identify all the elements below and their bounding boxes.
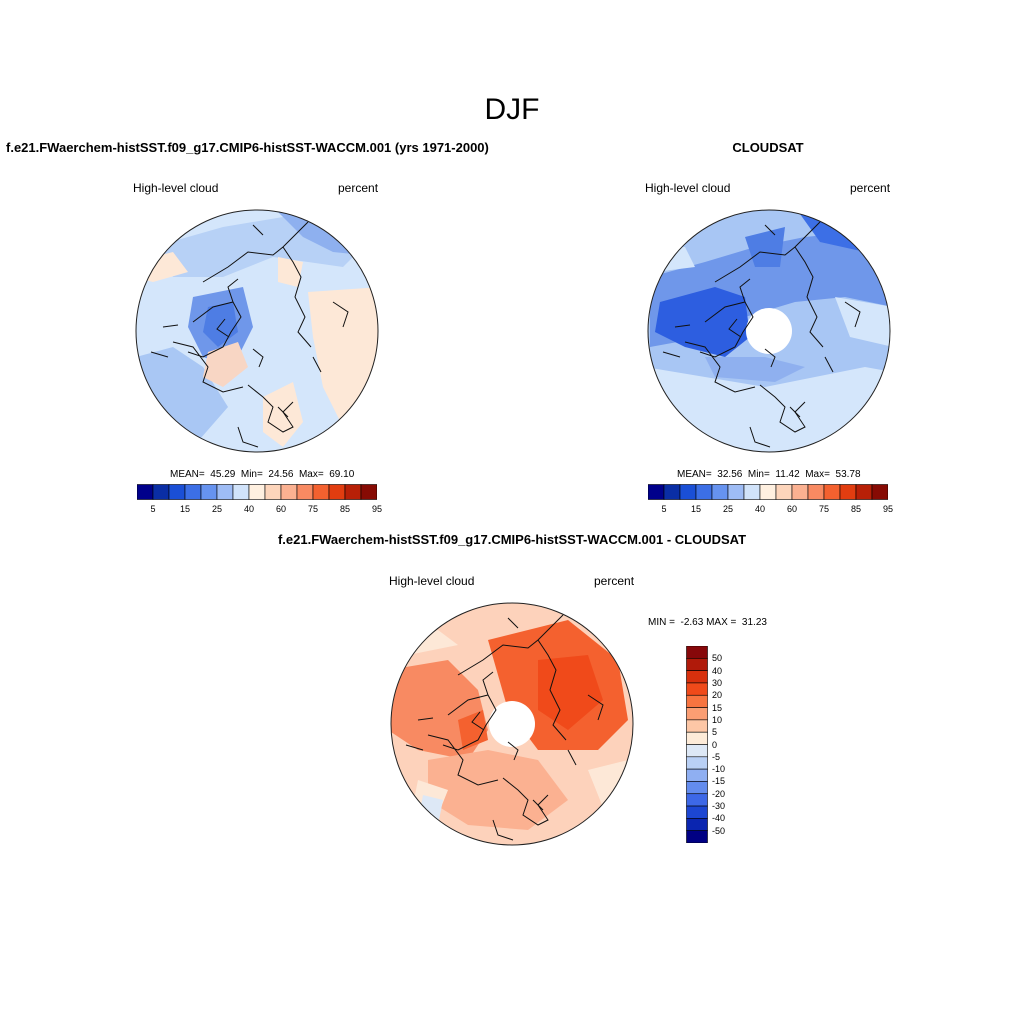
colorbar-swatch xyxy=(791,484,809,500)
colorbar-tick-label: 75 xyxy=(818,504,829,514)
colorbar-tick-label: -15 xyxy=(712,776,726,787)
colorbar-swatch xyxy=(686,805,708,819)
colorbar-swatch xyxy=(743,484,761,500)
panel3-title: f.e21.FWaerchem-histSST.f09_g17.CMIP6-hi… xyxy=(277,532,747,547)
panel1-map xyxy=(133,207,381,455)
colorbar-tick-label: 40 xyxy=(243,504,254,514)
colorbar-swatch xyxy=(312,484,330,500)
figure-title: DJF xyxy=(484,93,540,126)
colorbar-swatch xyxy=(823,484,841,500)
colorbar-swatch xyxy=(686,818,708,831)
panel2-colorbar xyxy=(648,484,888,500)
colorbar-swatch xyxy=(686,694,708,708)
colorbar-swatch xyxy=(686,781,708,795)
colorbar-swatch xyxy=(200,484,218,500)
colorbar-tick-label: -10 xyxy=(712,764,726,775)
colorbar-swatch xyxy=(648,484,665,500)
colorbar-swatch xyxy=(686,646,708,659)
panel1-units-label: percent xyxy=(338,181,379,195)
colorbar-swatch xyxy=(137,484,154,500)
colorbar-swatch xyxy=(686,756,708,770)
colorbar-tick-label: 5 xyxy=(661,504,667,514)
colorbar-tick-label: 25 xyxy=(722,504,733,514)
colorbar-swatch xyxy=(727,484,745,500)
colorbar-swatch xyxy=(232,484,250,500)
panel2-map xyxy=(645,207,893,455)
colorbar-tick-label: 95 xyxy=(371,504,382,514)
colorbar-swatch xyxy=(216,484,234,500)
colorbar-swatch xyxy=(711,484,729,500)
colorbar-tick-label: 60 xyxy=(786,504,797,514)
colorbar-swatch xyxy=(686,670,708,684)
panel1-stats: MEAN= 45.29 Min= 24.56 Max= 69.10 xyxy=(170,469,355,480)
panel3-colorbar-labels: 50 40 30 20 15 10 5 0 -5 -10 -15 -20 -30 -40 -50 xyxy=(712,646,752,843)
colorbar-swatch xyxy=(686,793,708,807)
colorbar-swatch xyxy=(663,484,681,500)
colorbar-tick-label: 40 xyxy=(712,665,723,676)
colorbar-swatch xyxy=(686,768,708,782)
colorbar-tick-label: 15 xyxy=(690,504,701,514)
panel1-colorbar-labels: 5 15 25 40 60 75 85 95 xyxy=(137,504,382,516)
panel2-units-label: percent xyxy=(850,181,891,195)
colorbar-swatch xyxy=(759,484,777,500)
colorbar-swatch xyxy=(280,484,298,500)
colorbar-swatch xyxy=(686,658,708,671)
colorbar-tick-label: -20 xyxy=(712,788,726,799)
colorbar-tick-label: 95 xyxy=(882,504,893,514)
colorbar-tick-label: -30 xyxy=(712,801,726,812)
colorbar-tick-label: -50 xyxy=(712,825,726,836)
colorbar-swatch xyxy=(344,484,362,500)
colorbar-swatch xyxy=(695,484,713,500)
colorbar-tick-label: 85 xyxy=(339,504,350,514)
colorbar-tick-label: 20 xyxy=(712,690,723,701)
colorbar-tick-label: 50 xyxy=(712,653,723,664)
panel3-map xyxy=(388,600,636,848)
colorbar-swatch xyxy=(360,484,377,500)
colorbar-tick-label: 0 xyxy=(712,739,718,750)
colorbar-tick-label: 15 xyxy=(712,702,723,713)
colorbar-swatch xyxy=(686,719,708,733)
colorbar-swatch xyxy=(184,484,202,500)
panel1-variable-label: High-level cloud xyxy=(133,181,219,195)
colorbar-swatch xyxy=(686,682,708,696)
colorbar-swatch xyxy=(296,484,314,500)
colorbar-swatch xyxy=(686,744,708,758)
colorbar-tick-label: 30 xyxy=(712,677,723,688)
colorbar-tick-label: 40 xyxy=(754,504,765,514)
colorbar-swatch xyxy=(152,484,170,500)
colorbar-tick-label: 5 xyxy=(712,727,718,738)
panel2-stats: MEAN= 32.56 Min= 11.42 Max= 53.78 xyxy=(677,469,861,480)
panel3-stats: MIN = -2.63 MAX = 31.23 xyxy=(648,617,767,628)
panel1-colorbar xyxy=(137,484,377,500)
colorbar-swatch xyxy=(686,830,708,843)
panel2-variable-label: High-level cloud xyxy=(645,181,731,195)
colorbar-tick-label: 75 xyxy=(307,504,318,514)
colorbar-swatch xyxy=(264,484,282,500)
colorbar-tick-label: 15 xyxy=(179,504,190,514)
colorbar-tick-label: -5 xyxy=(712,751,721,762)
colorbar-tick-label: 10 xyxy=(712,714,723,725)
panel2-title: CLOUDSAT xyxy=(732,140,804,155)
colorbar-swatch xyxy=(686,731,708,745)
colorbar-swatch xyxy=(807,484,825,500)
colorbar-swatch xyxy=(248,484,266,500)
colorbar-tick-label: 60 xyxy=(275,504,286,514)
panel3-variable-label: High-level cloud xyxy=(389,574,475,588)
colorbar-swatch xyxy=(679,484,697,500)
colorbar-swatch xyxy=(775,484,793,500)
colorbar-swatch xyxy=(686,707,708,721)
panel1-title: f.e21.FWaerchem-histSST.f09_g17.CMIP6-hi… xyxy=(6,140,489,155)
colorbar-swatch xyxy=(855,484,873,500)
colorbar-tick-label: 5 xyxy=(150,504,156,514)
colorbar-swatch xyxy=(839,484,857,500)
panel3-colorbar xyxy=(686,646,708,843)
colorbar-swatch xyxy=(168,484,186,500)
panel3-units-label: percent xyxy=(594,574,635,588)
colorbar-tick-label: -40 xyxy=(712,813,726,824)
panel2-colorbar-labels: 5 15 25 40 60 75 85 95 xyxy=(648,504,893,516)
colorbar-tick-label: 85 xyxy=(850,504,861,514)
colorbar-tick-label: 25 xyxy=(211,504,222,514)
colorbar-swatch xyxy=(328,484,346,500)
colorbar-swatch xyxy=(871,484,888,500)
